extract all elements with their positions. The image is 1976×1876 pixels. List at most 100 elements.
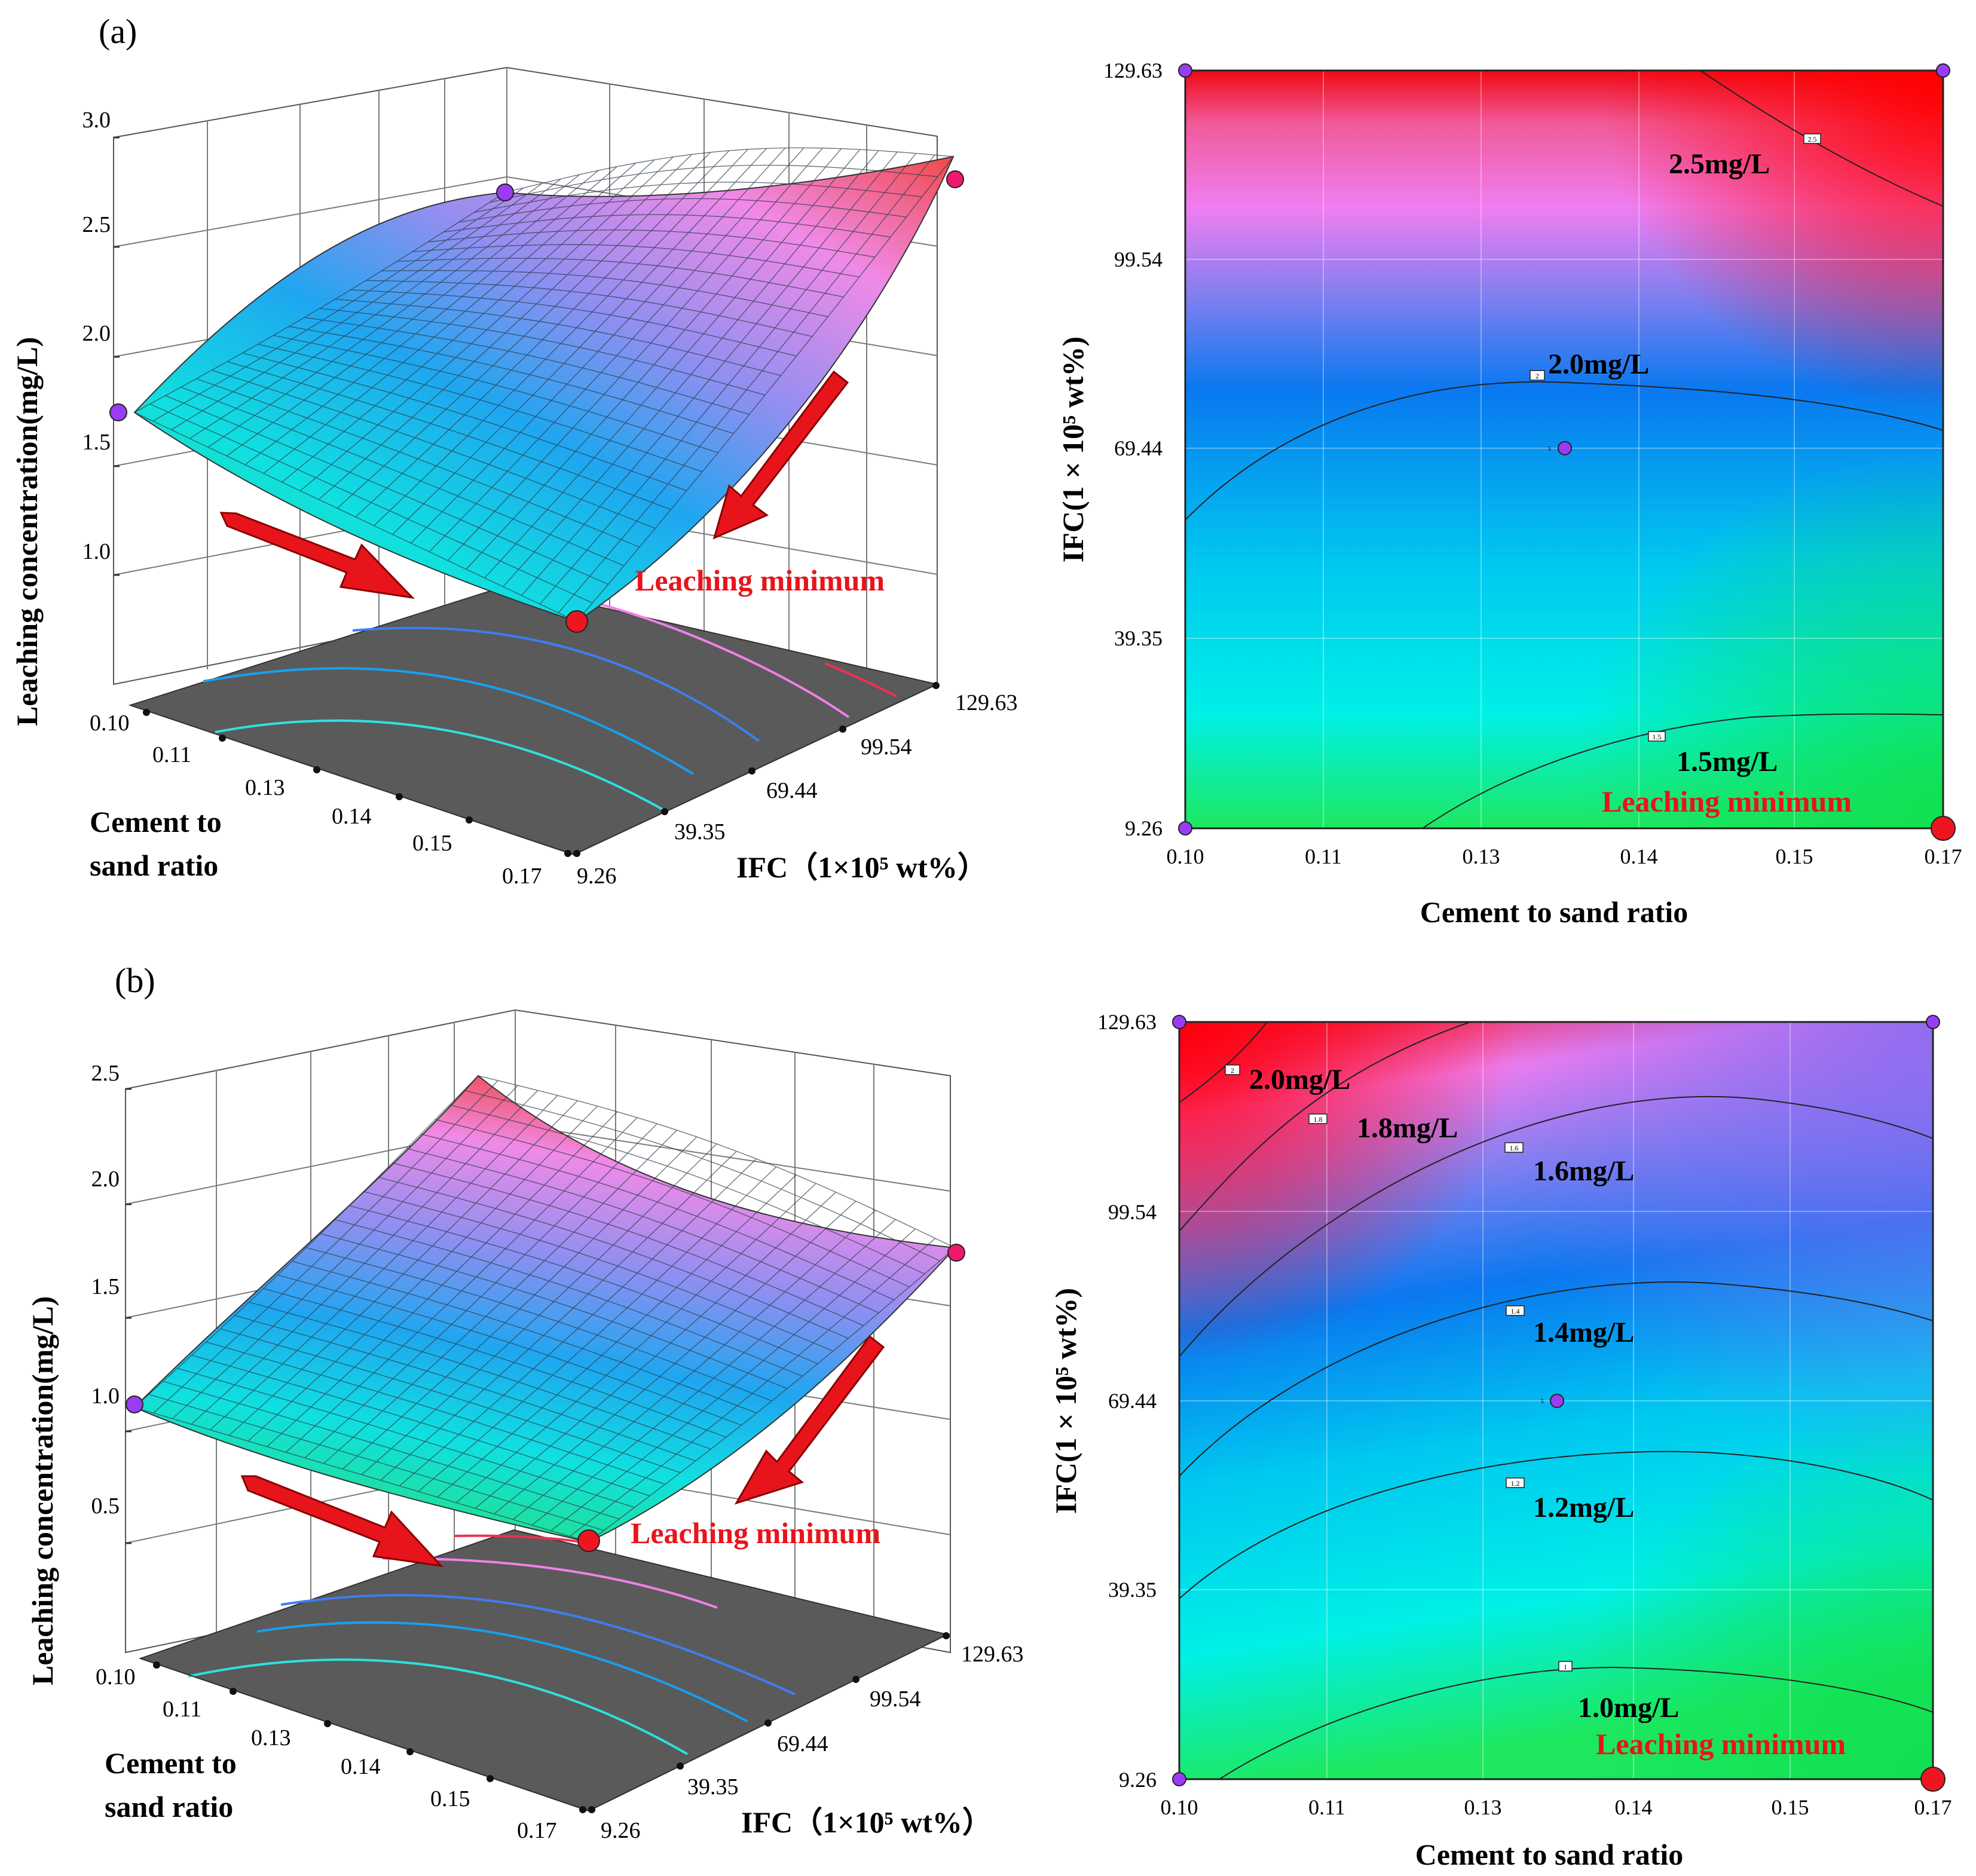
b-point-right	[947, 1244, 965, 1262]
a-arrow-left	[219, 512, 415, 599]
a-arrow-right	[712, 370, 849, 540]
a-contour-point-tr	[1936, 63, 1950, 78]
b-arrow-right	[734, 1335, 885, 1505]
b-contour-panel: 2 1.8 1.6 1.4 1.2 1 2.0mg/L 1.8mg/L 1.6m…	[1049, 1010, 1952, 1871]
a-c-y-tick-1: 39.35	[1114, 626, 1163, 650]
b-y-tick-2: 69.44	[777, 1731, 828, 1756]
b-c-y-tick-3: 99.54	[1108, 1200, 1157, 1224]
b-c-y-tick-4: 129.63	[1097, 1010, 1157, 1034]
b-contour-lines	[1179, 1021, 1934, 1780]
a-contour-label-1: 2.0mg/L	[1548, 348, 1649, 380]
b-point-left	[126, 1395, 143, 1413]
a-z-ticks: 1.0 1.5 2.0 2.5 3.0	[82, 108, 120, 576]
b-c-small-3: 1.4	[1511, 1307, 1520, 1315]
b-point-minimum	[577, 1529, 600, 1552]
a-z-tick-4: 3.0	[82, 108, 111, 133]
b-z-axis-title: Leaching concentration(mg/L)	[26, 1296, 59, 1685]
a-x-axis-title-2: sand ratio	[90, 849, 218, 882]
a-c-x-tick-4: 0.15	[1776, 844, 1813, 868]
a-surface-gridline	[196, 378, 640, 547]
b-y-axis-title: IFC（1×10⁵ wt%）	[741, 1805, 992, 1839]
a-z-axis-title: Leaching concentration(mg/L)	[10, 337, 44, 726]
b-surface-gridline	[191, 1354, 650, 1496]
a-surface-gridline	[539, 153, 917, 605]
b-leaching-minimum-label: Leaching minimum	[631, 1516, 880, 1550]
panel-label-a: (a)	[99, 12, 137, 51]
a-contour-label-2: 1.5mg/L	[1677, 746, 1778, 778]
a-x-tick-5: 0.17	[502, 864, 542, 889]
b-x-tick-5: 0.17	[517, 1818, 557, 1843]
b-z-tick-4: 2.5	[91, 1061, 120, 1086]
a-c-y-tick-3: 99.54	[1114, 247, 1163, 271]
a-contour-y-title: IFC(1 × 10⁵ wt%)	[1056, 336, 1090, 562]
a-surface-gridline	[165, 395, 608, 585]
b-contour-label-4: 1.2mg/L	[1533, 1492, 1634, 1523]
a-point-minimum	[565, 610, 588, 633]
b-c-x-tick-1: 0.11	[1308, 1795, 1345, 1819]
b-x-tick-1: 0.11	[163, 1697, 201, 1722]
b-surface-gridline	[569, 1238, 936, 1537]
a-contour-lines	[1185, 70, 1944, 829]
b-contour-y-ticks: 9.26 39.35 69.44 99.54 129.63	[1097, 1010, 1157, 1792]
b-z-tick-1: 1.0	[91, 1384, 120, 1409]
a-y-tick-4: 129.63	[955, 690, 1018, 715]
b-x-axis-title-2: sand ratio	[105, 1790, 233, 1823]
a-c-x-tick-3: 0.14	[1620, 844, 1658, 868]
b-x-tick-0: 0.10	[96, 1664, 136, 1690]
b-surface-gridline	[163, 1381, 620, 1520]
b-y-tick-4: 129.63	[961, 1642, 1024, 1667]
a-contour-panel: 2.5 2 1.5 2.5mg/L 2.0mg/L 1.5mg/L Leachi…	[1056, 59, 1962, 929]
b-x-axis: 0.10 0.11 0.13 0.14 0.15 0.17 Cement to …	[96, 1658, 589, 1843]
b-c-y-tick-2: 69.44	[1108, 1389, 1157, 1413]
a-x-tick-3: 0.14	[332, 804, 372, 829]
b-c-small-5: 1	[1564, 1663, 1567, 1671]
b-x-tick-3: 0.14	[341, 1754, 381, 1779]
b-surface-gridline	[588, 1247, 956, 1543]
b-surface-gridline	[531, 1219, 896, 1526]
a-x-axis-title-1: Cement to	[90, 805, 222, 838]
a-surface-panel: (a)	[10, 12, 1018, 889]
a-floor-contours	[203, 602, 897, 811]
b-floor	[138, 1529, 949, 1812]
a-surface-gridline	[558, 154, 935, 613]
a-y-axis-title: IFC（1×10⁵ wt%）	[736, 850, 987, 884]
a-y-tick-2: 69.44	[766, 778, 818, 803]
a-x-tick-1: 0.11	[152, 742, 191, 767]
b-x-axis-title-1: Cement to	[105, 1746, 237, 1780]
b-contour-leaching-minimum-label: Leaching minimum	[1596, 1727, 1846, 1761]
b-contour-small-labels: 2 1.8 1.6 1.4 1.2 1	[1225, 1064, 1573, 1672]
a-x-tick-0: 0.10	[90, 711, 130, 736]
b-surface-mesh	[133, 1075, 957, 1543]
a-point-left	[109, 403, 127, 421]
b-contour-x-ticks: 0.10 0.11 0.13 0.14 0.15 0.17	[1161, 1795, 1952, 1819]
b-c-y-tick-0: 9.26	[1119, 1768, 1157, 1792]
a-contour-x-ticks: 0.10 0.11 0.13 0.14 0.15 0.17	[1167, 844, 1962, 868]
a-surface-gridline	[134, 412, 577, 622]
b-contour-point-bl	[1172, 1772, 1186, 1786]
a-surface-gridline	[521, 151, 898, 596]
b-surface-panel: (b)	[26, 961, 1024, 1843]
a-c-y-tick-0: 9.26	[1125, 816, 1163, 840]
a-contour-point-bl	[1178, 821, 1192, 836]
b-z-tick-0: 0.5	[91, 1494, 120, 1519]
a-c-x-tick-0: 0.10	[1167, 844, 1204, 868]
b-y-axis: 9.26 39.35 69.44 99.54 129.63 IFC（1×10⁵ …	[588, 1632, 1024, 1843]
a-y-tick-3: 99.54	[861, 735, 912, 760]
a-contour-point-minimum	[1931, 816, 1956, 841]
a-contour-small-label-2: 1.5	[1653, 733, 1662, 741]
b-c-small-2: 1.6	[1510, 1144, 1519, 1152]
b-y-tick-1: 39.35	[687, 1774, 739, 1800]
b-contour-y-title: IFC(1 × 10⁵ wt%)	[1049, 1288, 1082, 1514]
a-contour-label-0: 2.5mg/L	[1669, 148, 1770, 180]
b-z-tick-2: 1.5	[91, 1274, 120, 1299]
a-contour-small-label-1: 2	[1535, 372, 1539, 380]
a-z-tick-2: 2.0	[82, 321, 111, 346]
b-x-tick-2: 0.13	[251, 1725, 291, 1750]
b-contour-label-1: 1.8mg/L	[1357, 1112, 1458, 1144]
b-contour-label-5: 1.0mg/L	[1578, 1692, 1679, 1724]
a-surface-gridline	[576, 156, 954, 622]
a-surface-gridline	[149, 403, 593, 604]
b-contour-point-minimum	[1920, 1767, 1946, 1792]
b-surface-gridline	[148, 1394, 604, 1531]
a-y-tick-1: 39.35	[674, 819, 726, 844]
